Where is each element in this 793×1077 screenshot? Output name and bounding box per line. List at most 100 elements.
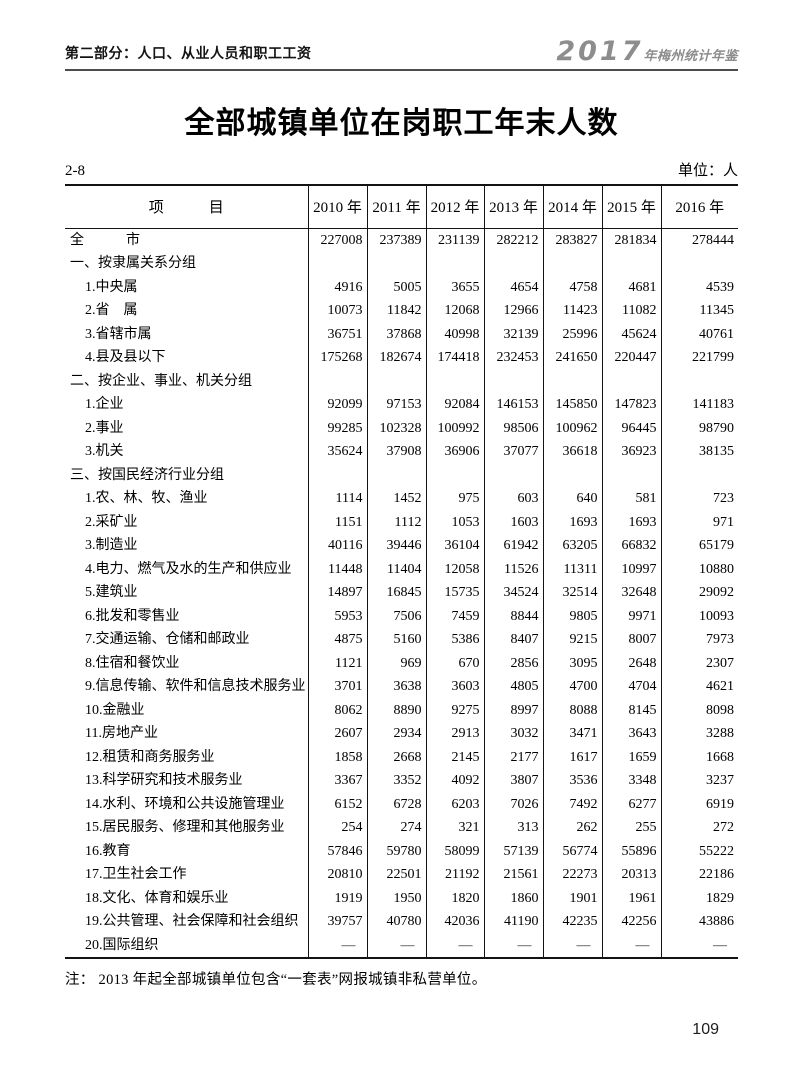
- table-row: 16.教育 57846 59780 58099 57139 56774 5589…: [65, 839, 738, 863]
- row-value: 25996: [542, 322, 602, 346]
- table-row: 全 市 227008 237389 231139 282212 283827 2…: [65, 228, 738, 252]
- row-value: 640: [542, 487, 602, 511]
- row-value: 66832: [601, 534, 661, 558]
- row-value: 12966: [483, 299, 543, 323]
- row-value: 10880: [660, 557, 738, 581]
- row-label: 9.信息传输、软件和信息技术服务业: [85, 679, 306, 694]
- row-value: 3352: [366, 769, 426, 793]
- row-value: [425, 463, 484, 487]
- row-value: 4700: [542, 675, 602, 699]
- row-value: —: [483, 933, 543, 958]
- table-row: 3.机关 35624 37908 36906 37077 36618 36923…: [65, 440, 738, 464]
- row-value: 221799: [660, 346, 738, 370]
- row-value: 1114: [307, 487, 367, 511]
- row-value: 11526: [483, 557, 543, 581]
- row-value: 3807: [483, 769, 543, 793]
- row-value: 227008: [307, 228, 367, 252]
- row-label: 三、按国民经济行业分组: [70, 467, 224, 483]
- row-value: 58099: [425, 839, 484, 863]
- row-value: 1452: [366, 487, 426, 511]
- table-row: 2.省 属 10073 11842 12068 12966 11423 1108…: [65, 299, 738, 323]
- table-row: 1.中央属 4916 5005 3655 4654 4758 4681 4539: [65, 275, 738, 299]
- row-value: [307, 463, 367, 487]
- row-value: 22501: [366, 863, 426, 887]
- row-value: 3603: [425, 675, 484, 699]
- row-value: 97153: [366, 393, 426, 417]
- row-label: 19.公共管理、社会保障和社会组织: [85, 914, 299, 929]
- row-value: 40998: [425, 322, 484, 346]
- row-value: 11311: [542, 557, 602, 581]
- row-value: 8997: [483, 698, 543, 722]
- row-value: 6203: [425, 792, 484, 816]
- table-row: 2.采矿业 1151 1112 1053 1603 1693 1693 971: [65, 510, 738, 534]
- table-row: 3.省辖市属 36751 37868 40998 32139 25996 456…: [65, 322, 738, 346]
- row-value: 21561: [483, 863, 543, 887]
- table-header-row: 项 目 2010 年 2011 年 2012 年 2013 年 2014 年 2…: [65, 185, 738, 229]
- table-meta-row: 2-8 单位：人: [65, 162, 738, 180]
- row-value: [483, 252, 543, 276]
- row-value: 4875: [307, 628, 367, 652]
- row-value: 1053: [425, 510, 484, 534]
- table-row: 11.房地产业 2607 2934 2913 3032 3471 3643 32…: [65, 722, 738, 746]
- row-label: 17.卫生社会工作: [85, 867, 187, 882]
- row-value: 4916: [307, 275, 367, 299]
- row-value: 42036: [425, 910, 484, 934]
- row-value: 1901: [542, 886, 602, 910]
- table-row: 三、按国民经济行业分组: [65, 463, 738, 487]
- table-row: 9.信息传输、软件和信息技术服务业 3701 3638 3603 4805 47…: [65, 675, 738, 699]
- table-row: 12.租赁和商务服务业 1858 2668 2145 2177 1617 165…: [65, 745, 738, 769]
- column-header-2012: 2012 年: [425, 185, 484, 229]
- row-value: 8098: [660, 698, 738, 722]
- row-value: 43886: [660, 910, 738, 934]
- row-value: 61942: [483, 534, 543, 558]
- row-value: 254: [307, 816, 367, 840]
- row-value: [483, 369, 543, 393]
- table-row: 15.居民服务、修理和其他服务业 254 274 321 313 262 255…: [65, 816, 738, 840]
- row-value: 1659: [601, 745, 661, 769]
- row-value: 11082: [601, 299, 661, 323]
- table-row: 19.公共管理、社会保障和社会组织 39757 40780 42036 4119…: [65, 910, 738, 934]
- row-value: 603: [483, 487, 543, 511]
- row-value: 16845: [366, 581, 426, 605]
- row-value: 255: [601, 816, 661, 840]
- row-value: [660, 463, 738, 487]
- row-value: 56774: [542, 839, 602, 863]
- row-value: 34524: [483, 581, 543, 605]
- row-value: 92084: [425, 393, 484, 417]
- row-value: 63205: [542, 534, 602, 558]
- row-value: 8407: [483, 628, 543, 652]
- row-value: 7459: [425, 604, 484, 628]
- table-row: 14.水利、环境和公共设施管理业 6152 6728 6203 7026 749…: [65, 792, 738, 816]
- row-value: 11345: [660, 299, 738, 323]
- row-value: 3536: [542, 769, 602, 793]
- table-row: 二、按企业、事业、机关分组: [65, 369, 738, 393]
- row-label: 1.中央属: [85, 279, 138, 295]
- row-value: 96445: [601, 416, 661, 440]
- row-value: 59780: [366, 839, 426, 863]
- row-value: 3701: [307, 675, 367, 699]
- row-value: 39446: [366, 534, 426, 558]
- row-value: 99285: [307, 416, 367, 440]
- row-value: —: [542, 933, 602, 958]
- row-value: 1151: [307, 510, 367, 534]
- row-value: 3095: [542, 651, 602, 675]
- row-value: 65179: [660, 534, 738, 558]
- row-value: 11448: [307, 557, 367, 581]
- table-row: 5.建筑业 14897 16845 15735 34524 32514 3264…: [65, 581, 738, 605]
- row-value: 3237: [660, 769, 738, 793]
- row-value: 174418: [425, 346, 484, 370]
- page-number: 109: [692, 1021, 719, 1038]
- yearbook-logo-year: 2017: [556, 36, 644, 67]
- column-header-2010: 2010 年: [307, 185, 367, 229]
- row-value: 4704: [601, 675, 661, 699]
- table-row: 3.制造业 40116 39446 36104 61942 63205 6683…: [65, 534, 738, 558]
- row-value: 42235: [542, 910, 602, 934]
- row-value: —: [660, 933, 738, 958]
- row-value: 3471: [542, 722, 602, 746]
- row-value: 22186: [660, 863, 738, 887]
- row-label: 7.交通运输、仓储和邮政业: [85, 632, 250, 647]
- row-value: 237389: [366, 228, 426, 252]
- row-value: 4654: [483, 275, 543, 299]
- row-value: 321: [425, 816, 484, 840]
- table-row: 6.批发和零售业 5953 7506 7459 8844 9805 9971 1…: [65, 604, 738, 628]
